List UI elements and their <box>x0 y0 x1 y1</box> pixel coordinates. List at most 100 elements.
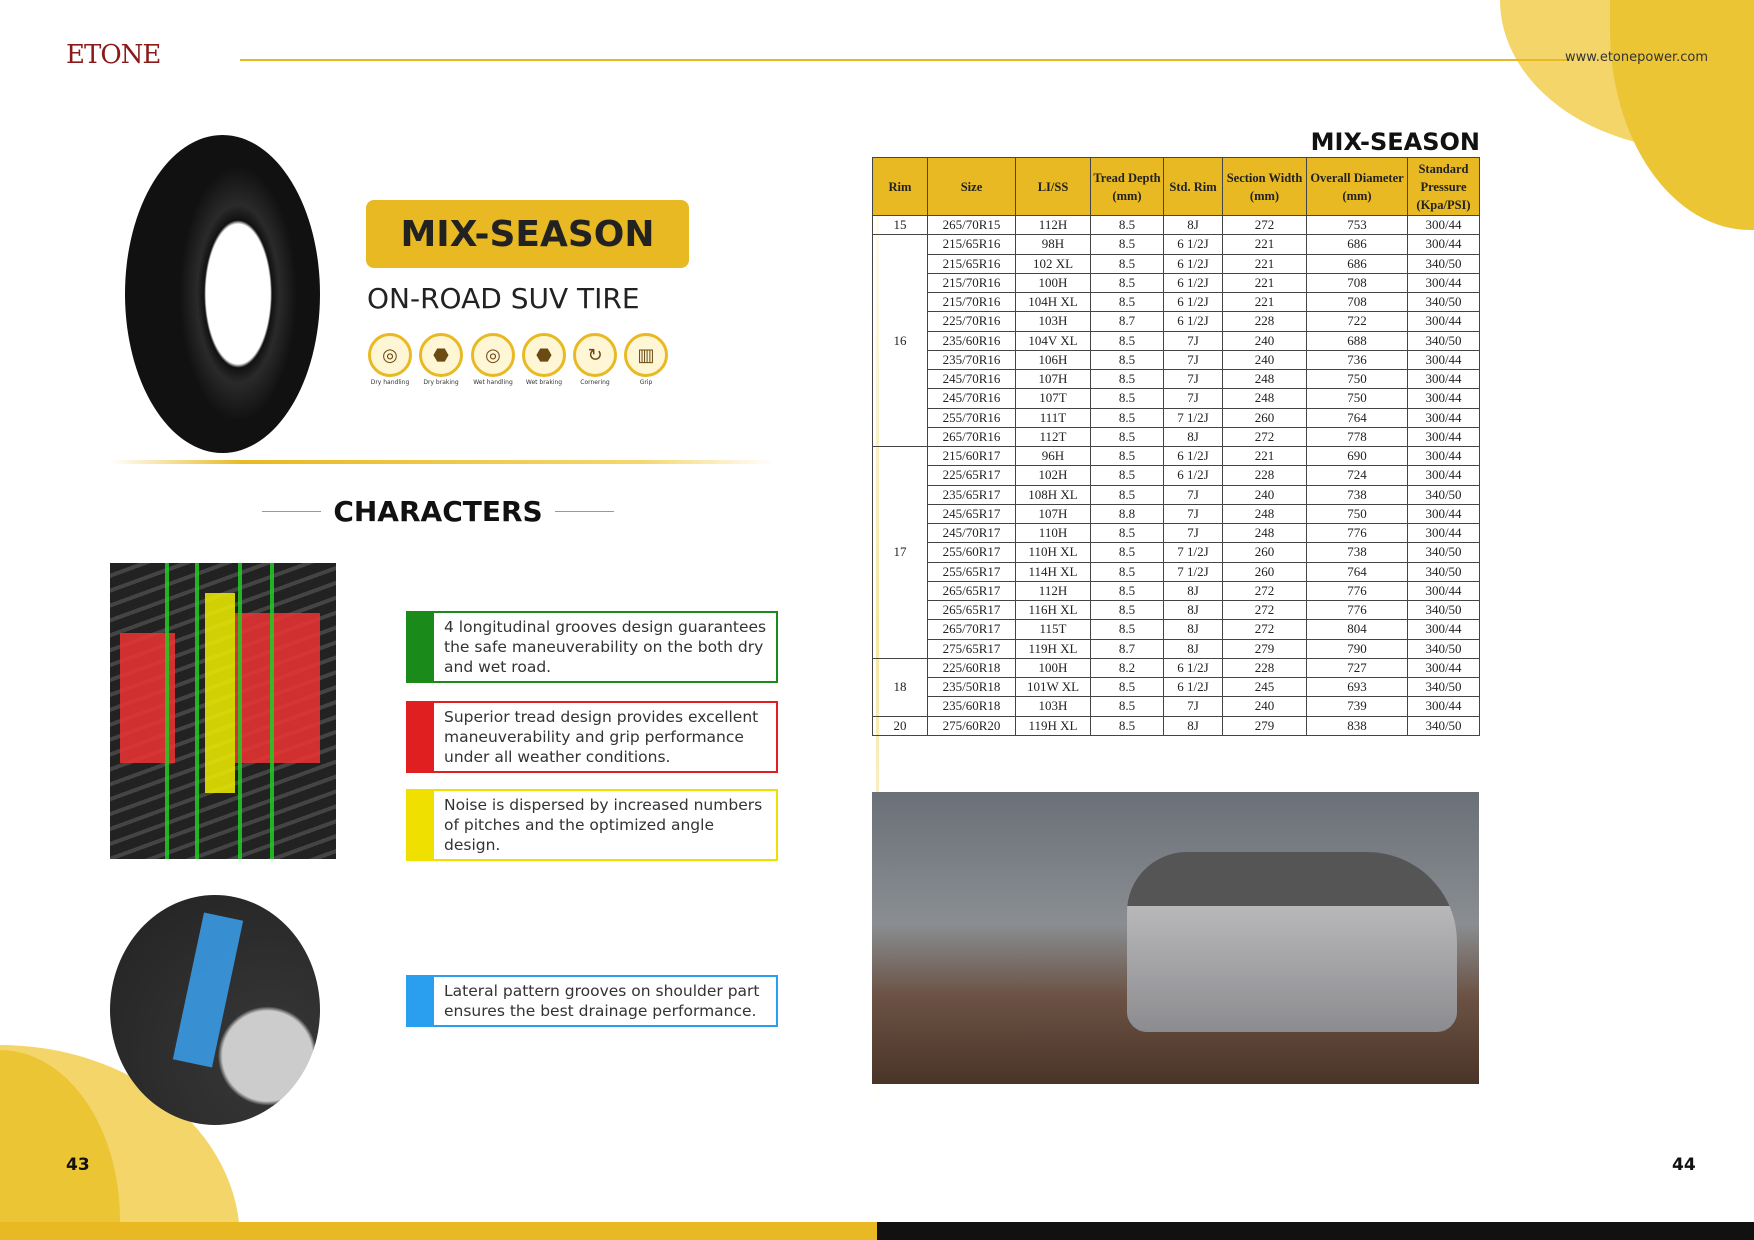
table-cell: 8.5 <box>1090 580 1164 602</box>
table-cell: 279 <box>1222 638 1307 659</box>
column-header: Size <box>927 157 1016 216</box>
table-cell: 8.5 <box>1090 349 1164 371</box>
table-cell: 6 1/2J <box>1163 234 1223 255</box>
table-cell: 6 1/2J <box>1163 272 1223 294</box>
table-cell: 300/44 <box>1407 407 1480 428</box>
table-row: 225/70R16 103H 8.7 6 1/2J 228 722 300/44 <box>873 311 1480 332</box>
column-header: LI/SS <box>1015 157 1091 216</box>
table-cell: 300/44 <box>1407 522 1480 544</box>
table-cell: 115T <box>1015 619 1091 640</box>
table-cell: 245/70R16 <box>927 388 1016 409</box>
table-cell: 260 <box>1222 561 1307 582</box>
character-box: 4 longitudinal grooves design guarantees… <box>406 611 778 683</box>
table-row: 245/70R16 107T 8.5 7J 248 750 300/44 <box>873 388 1480 409</box>
feature-0: ◎ Dry handling <box>365 333 415 386</box>
table-cell: 340/50 <box>1407 484 1480 505</box>
table-cell: 235/60R18 <box>927 696 1016 717</box>
table-cell: 776 <box>1306 522 1408 544</box>
table-cell: 6 1/2J <box>1163 291 1223 313</box>
table-cell: 727 <box>1306 657 1408 679</box>
table-cell: 300/44 <box>1407 580 1480 602</box>
table-cell: 8.5 <box>1090 619 1164 640</box>
rim-cell: 20 <box>872 715 928 736</box>
table-cell: 778 <box>1306 426 1408 448</box>
table-cell: 228 <box>1222 311 1307 332</box>
table-row: 235/60R18 103H 8.5 7J 240 739 300/44 <box>873 696 1480 717</box>
table-cell: 98H <box>1015 234 1091 255</box>
website-url[interactable]: www.etonepower.com <box>1565 50 1709 65</box>
table-cell: 7 1/2J <box>1163 407 1223 428</box>
table-cell: 8J <box>1163 599 1223 621</box>
character-box: Lateral pattern grooves on shoulder part… <box>406 975 778 1027</box>
table-cell: 8.5 <box>1090 234 1164 255</box>
table-cell: 750 <box>1306 503 1408 525</box>
table-cell: 102H <box>1015 465 1091 486</box>
column-header: Standard Pressure (Kpa/PSI) <box>1407 157 1480 216</box>
table-cell: 265/65R17 <box>927 580 1016 602</box>
steering-wheel-icon: ◎ <box>368 333 412 377</box>
table-cell: 764 <box>1306 561 1408 582</box>
table-cell: 221 <box>1222 253 1307 274</box>
table-cell: 6 1/2J <box>1163 311 1223 332</box>
tire-size-table: Rim Size LI/SS Tread Depth (mm) Std. Rim Sect… <box>872 157 1480 736</box>
mix-season-badge: MIX-SEASON <box>366 200 689 268</box>
feature-5: ▥ Grip <box>621 333 671 386</box>
table-cell: 228 <box>1222 657 1307 679</box>
color-bar <box>408 977 434 1025</box>
column-header: Std. Rim <box>1163 157 1223 216</box>
table-cell: 221 <box>1222 272 1307 294</box>
table-cell: 221 <box>1222 445 1307 467</box>
table-cell: 8.5 <box>1090 676 1164 698</box>
table-cell: 116H XL <box>1015 599 1091 621</box>
column-header: Rim <box>872 157 928 216</box>
table-row: 17 215/60R17 96H 8.5 6 1/2J 221 690 300/44 <box>872 445 1480 659</box>
table-cell: 340/50 <box>1407 599 1480 621</box>
table-row: 235/70R16 106H 8.5 7J 240 736 300/44 <box>873 349 1480 371</box>
table-cell: 240 <box>1222 330 1307 351</box>
table-cell: 100H <box>1015 657 1091 679</box>
column-header: Section Width (mm) <box>1222 157 1307 216</box>
table-cell: 215/70R16 <box>927 291 1016 313</box>
characters-heading: CHARACTERS <box>262 495 615 528</box>
table-cell: 340/50 <box>1407 291 1480 313</box>
table-cell: 7J <box>1163 696 1223 717</box>
table-cell: 221 <box>1222 234 1307 255</box>
color-bar <box>408 613 434 681</box>
feature-label: Wet braking <box>525 379 563 386</box>
table-cell: 8.5 <box>1090 542 1164 563</box>
column-header: Overall Diameter (mm) <box>1306 157 1408 216</box>
table-row: 215/70R16 104H XL 8.5 6 1/2J 221 708 340/50 <box>873 291 1480 313</box>
table-cell: 102 XL <box>1015 253 1091 274</box>
table-cell: 240 <box>1222 696 1307 717</box>
table-cell: 248 <box>1222 388 1307 409</box>
table-cell: 275/65R17 <box>927 638 1016 659</box>
table-cell: 8.5 <box>1090 599 1164 621</box>
deco-circle-top-right-2 <box>1610 0 1754 230</box>
table-cell: 255/60R17 <box>927 542 1016 563</box>
table-cell: 838 <box>1306 715 1408 736</box>
table-cell: 272 <box>1222 214 1307 236</box>
table-cell: 107H <box>1015 503 1091 525</box>
character-text: Superior tread design provides excellent… <box>444 708 759 766</box>
gold-divider <box>110 460 775 464</box>
table-row: 245/70R16 107H 8.5 7J 248 750 300/44 <box>873 368 1480 390</box>
table-cell: 8J <box>1163 638 1223 659</box>
table-cell: 340/50 <box>1407 330 1480 351</box>
feature-label: Dry braking <box>423 379 459 386</box>
table-row: 215/65R16 102 XL 8.5 6 1/2J 221 686 340/50 <box>873 253 1480 274</box>
table-cell: 8J <box>1163 426 1223 448</box>
table-cell: 753 <box>1306 214 1408 236</box>
table-cell: 300/44 <box>1407 272 1480 294</box>
table-cell: 215/60R17 <box>927 445 1016 467</box>
table-cell: 272 <box>1222 426 1307 448</box>
character-text: Lateral pattern grooves on shoulder part… <box>444 982 760 1020</box>
table-cell: 8.5 <box>1090 253 1164 274</box>
table-cell: 764 <box>1306 407 1408 428</box>
wet-steering-icon: ◎ <box>471 333 515 377</box>
feature-4: ↻ Cornering <box>570 333 620 386</box>
table-cell: 103H <box>1015 311 1091 332</box>
table-cell: 235/70R16 <box>927 349 1016 371</box>
table-cell: 300/44 <box>1407 214 1480 236</box>
table-cell: 108H XL <box>1015 484 1091 505</box>
table-cell: 6 1/2J <box>1163 445 1223 467</box>
